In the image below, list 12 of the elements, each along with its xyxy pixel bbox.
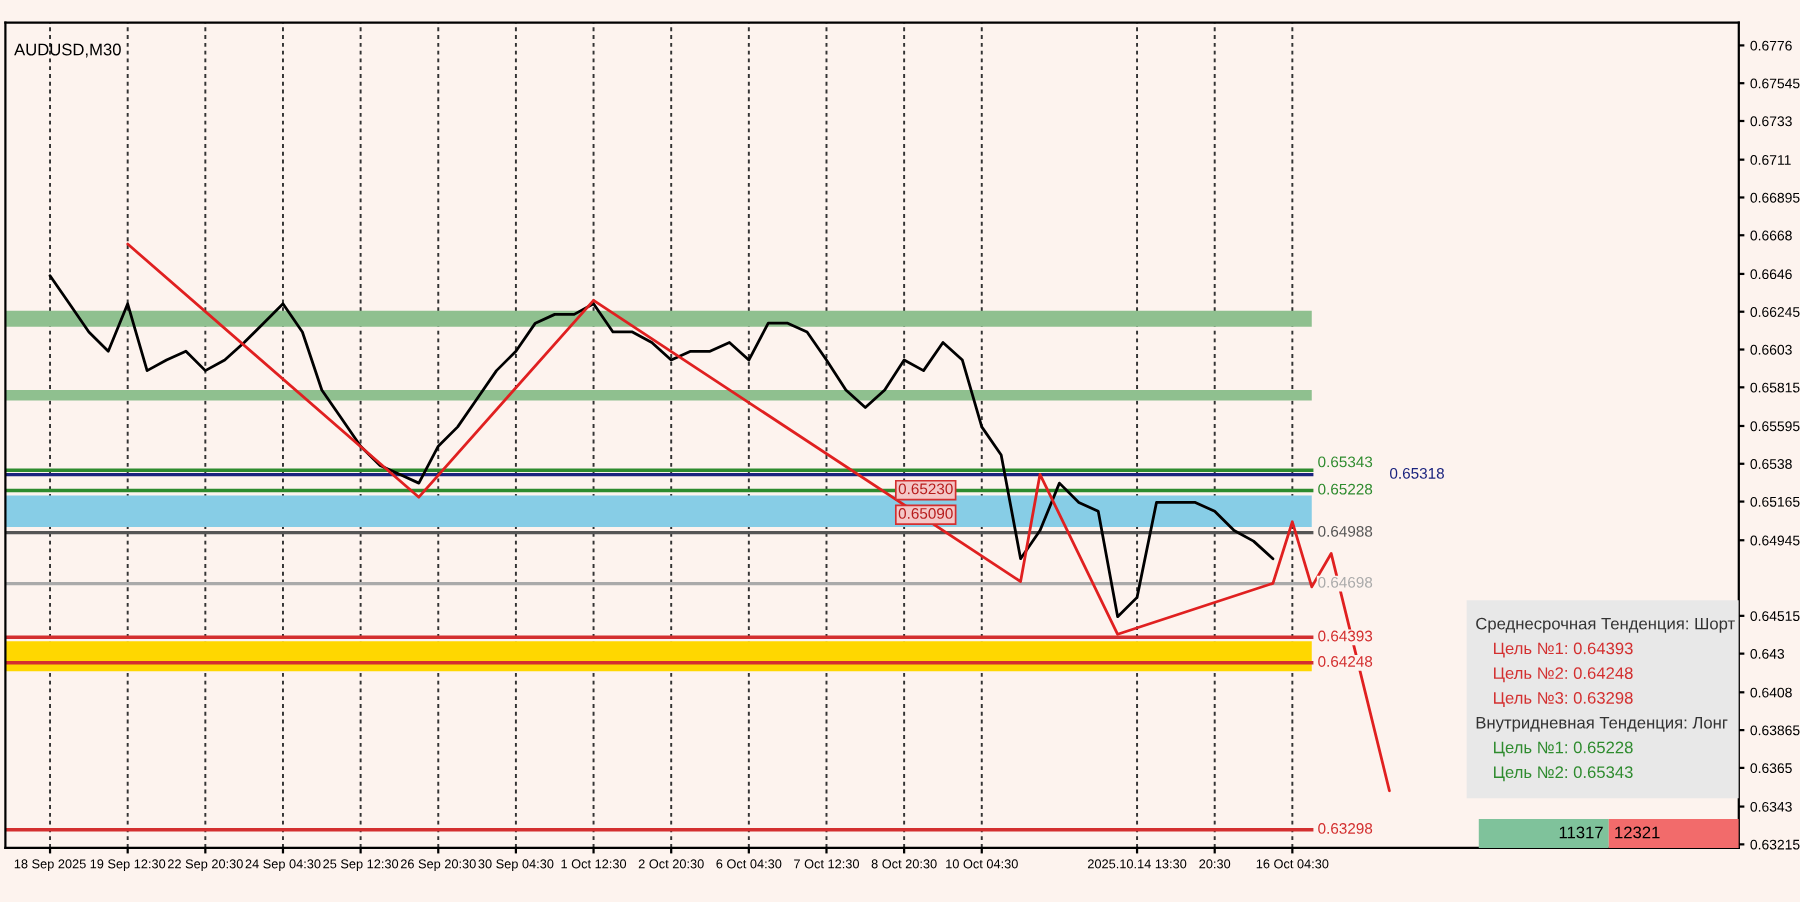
annotation: 12321 bbox=[1615, 826, 1660, 839]
annotation: 11317 bbox=[1559, 826, 1603, 839]
annotation: Цель №2: 0.65343 bbox=[1494, 766, 1633, 782]
line-series bbox=[126, 242, 1391, 793]
annotation: Цель №2: 0.64248 bbox=[1494, 667, 1633, 683]
text: AUDUSD,M30 bbox=[14, 43, 121, 58]
line-series bbox=[48, 274, 1275, 619]
annotation: Внутридневная Тенденция: Лонг bbox=[1476, 716, 1728, 732]
annotation: Цель №3: 0.63298 bbox=[1494, 691, 1633, 707]
annotation: Цель №1: 0.64393 bbox=[1494, 642, 1633, 658]
annotation: Среднесрочная Тенденция: Шорт bbox=[1476, 617, 1735, 633]
annotation: Цель №1: 0.65228 bbox=[1494, 741, 1633, 757]
